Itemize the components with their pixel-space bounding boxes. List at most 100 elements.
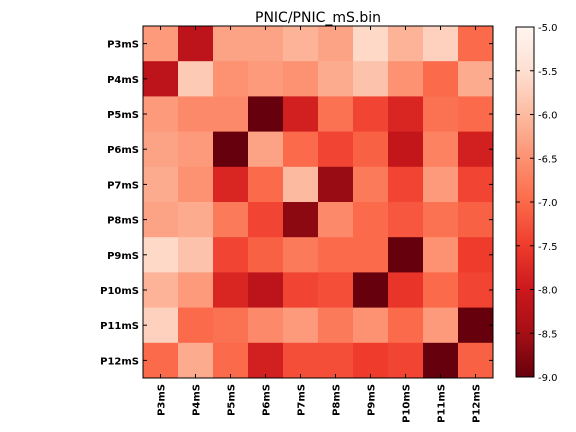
heatmap-cell <box>283 166 319 203</box>
heatmap-cell <box>388 166 424 203</box>
heatmap-cell <box>248 61 284 97</box>
heatmap-cell <box>178 237 214 273</box>
heatmap-cell <box>318 342 354 379</box>
heatmap-cell <box>458 307 494 344</box>
heatmap-cell <box>353 96 389 133</box>
heatmap-cell <box>318 26 354 62</box>
row-labels: P3mS P4mS P5mS P6mS P7mS P8mS P9mS P10mS P11mS P1… <box>100 40 493 367</box>
heatmap-cell <box>353 237 389 273</box>
chart-title: PNIC/PNIC_mS.bin <box>255 10 381 26</box>
heatmap-cell <box>353 61 389 97</box>
row-label: P4mS <box>107 75 139 86</box>
heatmap-cell <box>388 202 424 238</box>
heatmap-cell <box>318 237 354 273</box>
colorbar-tick-label: -5.5 <box>538 67 558 78</box>
row-label: P8mS <box>107 216 139 227</box>
column-label: P11mS <box>437 384 448 423</box>
heatmap-cell <box>143 342 179 379</box>
row-label: P7mS <box>107 180 139 191</box>
heatmap-cell <box>318 61 354 97</box>
heatmap-cell <box>283 272 319 309</box>
heatmap-cell <box>283 26 319 62</box>
heatmap-cells <box>143 26 494 379</box>
heatmap-cell <box>388 272 424 309</box>
heatmap-cell <box>143 202 179 238</box>
heatmap-cell <box>143 307 179 344</box>
heatmap-cell <box>213 96 249 133</box>
column-label: P5mS <box>227 384 238 416</box>
colorbar-tick-label: -8.0 <box>538 286 558 297</box>
heatmap-cell <box>283 202 319 238</box>
heatmap-cell <box>388 307 424 344</box>
colorbar-tick-label: -8.5 <box>538 329 558 340</box>
heatmap-cell <box>423 237 459 273</box>
colorbar-tick-label: -5.0 <box>538 23 558 34</box>
heatmap-cell <box>178 131 214 168</box>
heatmap-cell <box>423 202 459 238</box>
heatmap-cell <box>388 342 424 379</box>
heatmap-cell <box>353 307 389 344</box>
heatmap-cell <box>423 342 459 379</box>
heatmap-cell <box>458 237 494 273</box>
row-label: P6mS <box>107 145 139 156</box>
heatmap-cell <box>143 166 179 203</box>
heatmap-cell <box>213 237 249 273</box>
heatmap-cell <box>353 202 389 238</box>
heatmap-cell <box>143 131 179 168</box>
heatmap-cell <box>318 202 354 238</box>
column-label: P6mS <box>262 384 273 416</box>
heatmap-cell <box>423 272 459 309</box>
heatmap-cell <box>178 272 214 309</box>
heatmap-cell <box>248 202 284 238</box>
heatmap-cell <box>423 96 459 133</box>
column-label: P8mS <box>332 384 343 416</box>
heatmap-cell <box>388 131 424 168</box>
heatmap-cell <box>248 26 284 62</box>
heatmap-cell <box>178 26 214 62</box>
heatmap-cell <box>353 166 389 203</box>
heatmap-cell <box>283 96 319 133</box>
heatmap-cell <box>318 307 354 344</box>
heatmap-cell <box>458 26 494 62</box>
heatmap-cell <box>248 96 284 133</box>
heatmap-cell <box>458 166 494 203</box>
heatmap-cell <box>143 26 179 62</box>
heatmap-cell <box>423 61 459 97</box>
heatmap-cell <box>178 342 214 379</box>
heatmap-cell <box>213 61 249 97</box>
heatmap-cell <box>388 26 424 62</box>
heatmap-cell <box>423 307 459 344</box>
heatmap-cell <box>143 61 179 97</box>
heatmap-cell <box>318 166 354 203</box>
heatmap-cell <box>248 166 284 203</box>
heatmap-cell <box>283 61 319 97</box>
heatmap-cell <box>213 307 249 344</box>
heatmap-cell <box>143 96 179 133</box>
plot-frame <box>142 25 494 379</box>
heatmap-cell <box>283 342 319 379</box>
heatmap-cell <box>318 96 354 133</box>
column-labels: P3mS P4mS P5mS P6mS P7mS P8mS P9mS P10mS P11mS P1… <box>157 26 483 423</box>
row-label: P3mS <box>107 40 139 51</box>
heatmap-cell <box>178 307 214 344</box>
heatmap-cell <box>143 272 179 309</box>
heatmap-cell <box>213 202 249 238</box>
heatmap-cell <box>388 237 424 273</box>
heatmap-cell <box>458 61 494 97</box>
heatmap-cell <box>178 96 214 133</box>
column-label: P9mS <box>367 384 378 416</box>
row-label: P5mS <box>107 110 139 121</box>
heatmap-cell <box>458 96 494 133</box>
row-label: P9mS <box>107 251 139 262</box>
column-label: P10mS <box>402 384 413 423</box>
colorbar-tick-label: -6.5 <box>538 154 558 165</box>
heatmap-cell <box>213 166 249 203</box>
heatmap-cell <box>213 131 249 168</box>
row-label: P11mS <box>100 321 139 332</box>
heatmap-cell <box>178 61 214 97</box>
heatmap-cell <box>353 131 389 168</box>
heatmap-cell <box>458 131 494 168</box>
column-label: P12mS <box>472 384 483 423</box>
colorbar-tick-label: -9.0 <box>538 373 558 384</box>
heatmap-cell <box>388 61 424 97</box>
